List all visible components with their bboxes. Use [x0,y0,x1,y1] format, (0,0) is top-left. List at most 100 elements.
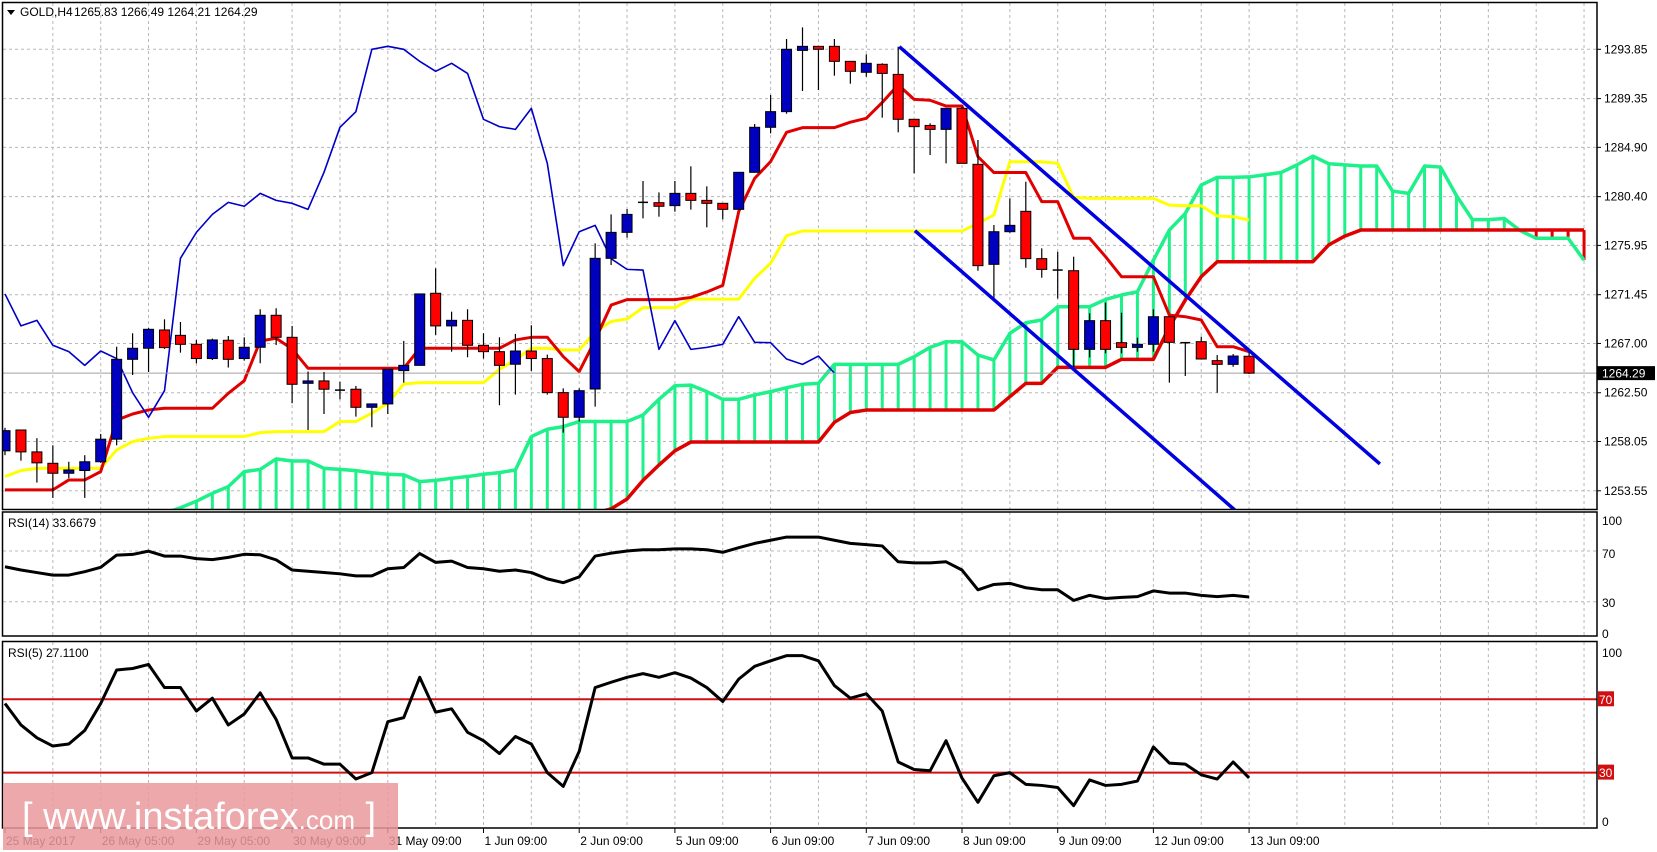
time-axis-label: 2 Jun 09:00 [580,834,643,848]
rsi5-level-label: 30 [1599,766,1613,780]
senkou-span-b-line [603,228,1585,509]
candle-body-bear [812,45,824,50]
rsi14-line [4,535,1250,602]
candle-body-bull [573,390,585,418]
candle-body-bull [1004,224,1016,233]
candle [1180,341,1191,376]
candle [206,338,218,360]
trendline[interactable] [913,229,1236,510]
candle [318,371,330,414]
candle [1211,355,1223,393]
candle-body-bear [350,388,362,408]
candle-body-bear [270,314,282,338]
candle [63,461,75,479]
candle [589,243,601,407]
candle [462,309,474,358]
time-axis-label: 8 Jun 09:00 [963,834,1026,848]
rsi14-panel[interactable] [4,535,1250,602]
candle [79,455,91,498]
candle [749,124,761,173]
candle-body-bear [1116,342,1127,348]
candle [286,325,298,404]
candle [988,225,1000,299]
time-axis-label: 9 Jun 09:00 [1059,834,1122,848]
candle [1100,302,1112,354]
candle [398,340,410,383]
candle [1195,336,1207,360]
senkou-span-a-line [171,154,1586,509]
candle-body-bear [653,202,665,207]
candle [143,328,155,372]
trendline[interactable] [898,45,1382,466]
candle [493,337,505,406]
candle-body-bear [1036,258,1048,270]
candle [733,171,745,210]
candle-body-bull [509,350,521,365]
candle [1227,354,1239,367]
price-axis-label: 1271.45 [1604,288,1648,302]
price-panel[interactable] [0,27,1597,529]
candle [302,371,314,430]
ichimoku-lines [3,45,1597,492]
rsi5-line [3,654,1251,808]
candle [876,63,888,118]
chart-header: GOLD,H4 1265.83 1266.49 1264.21 1264.29 [7,5,258,19]
candle [1068,256,1080,371]
rsi14-axis-label: 0 [1602,627,1609,641]
candle [557,388,569,433]
panel-frames [1,1,1598,829]
candle [111,346,123,446]
grid-lines [3,3,1597,828]
candle [31,438,43,483]
candle-body-bear [1211,360,1223,365]
candle [638,180,648,219]
candle-body-bear [1020,210,1032,260]
price-axis-label: 1253.55 [1604,484,1648,498]
candle [190,339,202,364]
candle-body-bear [47,462,59,474]
candle-body-bear [908,118,920,128]
candle-body-bear [430,292,442,327]
candle [701,186,713,228]
candle-body-bear [924,124,936,130]
price-axis-label: 1284.90 [1604,140,1648,154]
candle-body-bull [733,171,745,210]
trendlines[interactable] [898,45,1382,510]
candle-body-bull [398,364,410,372]
rsi14-axis-label: 30 [1602,596,1616,610]
candle [1116,312,1127,354]
rsi5-panel[interactable] [3,654,1597,808]
candle-body-bear [541,358,553,394]
candle-body-bull [254,314,266,348]
candle [1084,313,1096,358]
candle-body-bear [462,319,474,346]
rsi14-axis-label: 70 [1602,547,1616,561]
candle [3,427,11,456]
candle-body-bull [605,231,617,259]
price-axis-label: 1289.35 [1604,92,1648,106]
candle-body-bear [159,329,170,349]
candle [127,333,139,375]
candle [174,321,186,353]
candle [478,333,489,359]
candle [956,106,968,164]
ichimoku-cloud [171,154,1586,509]
triangle-down-icon[interactable] [7,10,15,15]
candle-body-bear [1195,341,1207,360]
candle-body-bull [781,48,793,113]
candle [653,192,665,217]
candle [940,107,952,164]
candle-body-bull [446,319,458,327]
candle-body-bear [972,163,984,267]
candle-body-bear [15,429,27,453]
candle-body-bull [589,257,601,390]
candle-body-bear [557,392,569,418]
candlesticks [3,27,1255,498]
candle-body-bear [1243,355,1255,374]
candle [573,388,585,422]
candle [844,60,856,84]
time-axis-label: 5 Jun 09:00 [676,834,739,848]
candle [1020,181,1032,268]
candle [828,39,840,76]
